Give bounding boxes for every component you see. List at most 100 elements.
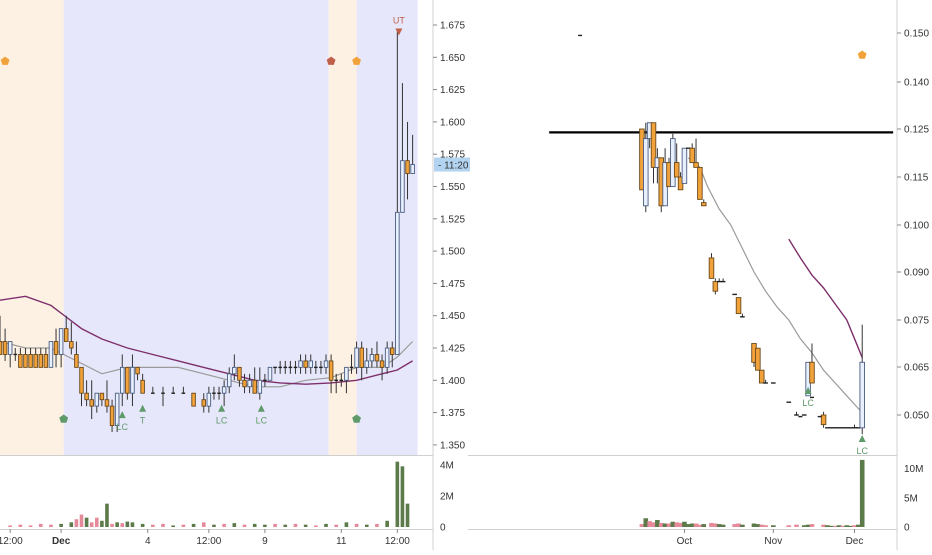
volume-bar (263, 524, 267, 527)
volume-bar (161, 523, 165, 527)
signal-marker-pentagon (352, 414, 361, 423)
candle-up (681, 147, 688, 184)
x-tick-label: 11 (336, 536, 347, 547)
moving-average-fast (687, 157, 863, 413)
volume-bar (751, 523, 757, 527)
volume-bar (89, 522, 94, 527)
volume-bar (755, 524, 761, 527)
signal-marker-up (218, 404, 226, 412)
signal-marker-up (804, 387, 812, 394)
last-price-label: - 11:20 (438, 161, 469, 172)
candle-down (758, 369, 765, 384)
y-tick-label: 1.500 (440, 247, 465, 258)
signal-marker-up (257, 404, 265, 412)
candle-down (693, 162, 699, 168)
candle-up (410, 164, 415, 175)
y-tick-label: 1.525 (440, 214, 465, 225)
volume-bar (809, 524, 815, 527)
volume-bar (222, 523, 226, 527)
volume-bar (693, 523, 699, 527)
volume-bar (662, 523, 668, 527)
volume-bar (400, 466, 405, 527)
signal-label: LC (256, 416, 268, 426)
volume-tick-label: 4M (440, 460, 454, 471)
candle-up (859, 361, 865, 429)
volume-tick-label: 10M (904, 464, 923, 475)
y-tick-label: 1.575 (440, 150, 465, 161)
volume-bar (832, 525, 838, 527)
candle-down (673, 162, 680, 178)
volume-bar (74, 519, 79, 527)
volume-bar (201, 522, 206, 527)
volume-bar (794, 524, 799, 527)
candle-down (328, 360, 334, 381)
candle-down (104, 399, 110, 407)
volume-bar (821, 524, 826, 527)
candle-up (308, 360, 313, 368)
candle-down (405, 160, 410, 175)
y-tick-label: 1.600 (440, 117, 465, 128)
candle-up (247, 379, 252, 388)
volume-bar (689, 523, 695, 527)
volume-bar (848, 525, 853, 527)
volume-bar (84, 517, 89, 527)
volume-bar (171, 525, 175, 527)
candle-down (28, 354, 33, 368)
candle-down (201, 399, 207, 407)
volume-bar (273, 523, 277, 527)
volume-bar (140, 523, 145, 527)
candle-down (374, 354, 380, 362)
volume-bar (130, 522, 135, 527)
volume-bar (844, 525, 850, 527)
candle-down (252, 379, 257, 394)
volume-tick-label: 2M (440, 491, 454, 502)
candle-up (221, 386, 227, 394)
volume-bar (643, 518, 649, 527)
signal-label: UT (393, 15, 405, 25)
x-tick-label: Nov (764, 536, 782, 547)
candle-down (63, 328, 69, 342)
signal-marker-pentagon (0, 56, 10, 65)
volume-bar (682, 521, 687, 527)
candle-down (650, 122, 657, 168)
session-bg-regular (63, 0, 329, 455)
candle-down (125, 366, 130, 394)
candle-down (69, 341, 74, 349)
candle-down (89, 399, 94, 407)
candle-down (135, 366, 140, 375)
y-tick-label: 1.350 (440, 440, 465, 451)
volume-bar (828, 525, 834, 527)
volume-bar (647, 521, 652, 527)
volume-bar (685, 524, 691, 527)
moving-average-slow (788, 238, 863, 358)
candle-down (79, 366, 84, 394)
candle-down (708, 257, 715, 279)
volume-bar (405, 503, 410, 527)
volume-bar (232, 523, 237, 527)
volume-bar (8, 525, 12, 527)
signal-marker-pentagon (326, 56, 336, 65)
candle-down (38, 354, 44, 368)
volume-bar (840, 525, 846, 527)
y-tick-label: 1.675 (440, 21, 465, 32)
candle-down (74, 354, 79, 368)
volume-bar (651, 522, 656, 527)
candle-down (99, 392, 105, 401)
volume-bar (740, 524, 745, 527)
x-tick-label: 12:00 (385, 536, 410, 547)
candle-down (43, 354, 49, 368)
candle-down (237, 366, 242, 381)
candle-up (400, 160, 405, 213)
volume-bar (716, 524, 722, 527)
y-tick-label: 0.115 (904, 173, 929, 184)
volume-tick-label: 0 (440, 523, 446, 534)
y-tick-label: 0.150 (904, 29, 929, 40)
y-tick-label: 1.550 (440, 182, 465, 193)
volume-bar (100, 520, 104, 527)
session-bg-pre (328, 0, 357, 455)
volume-bar (314, 525, 318, 527)
y-tick-label: 1.400 (440, 376, 465, 387)
y-tick-label: 0.075 (904, 316, 929, 327)
volume-bar (115, 522, 119, 527)
